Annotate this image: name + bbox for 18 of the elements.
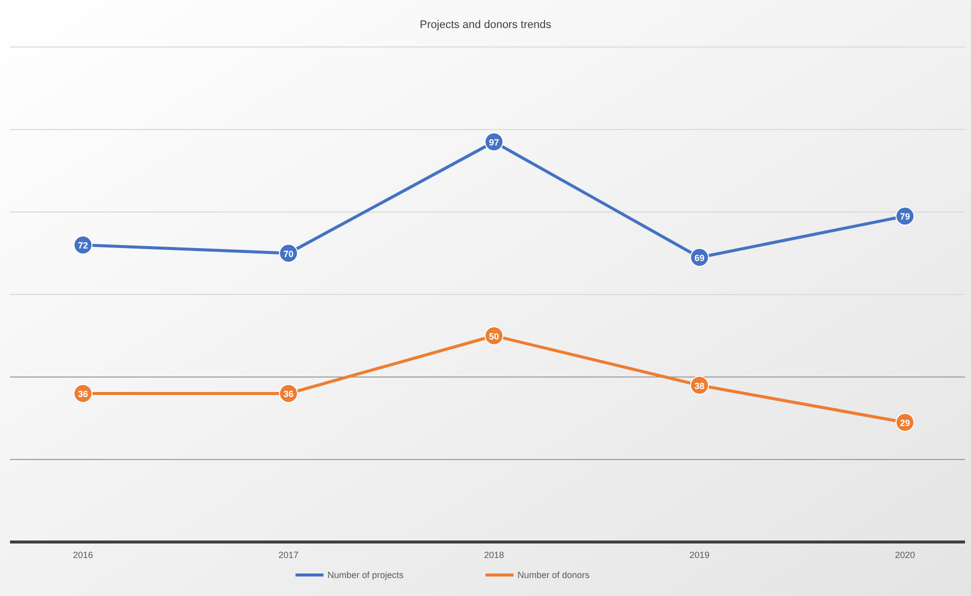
x-tick-label: 2016 — [72, 550, 94, 560]
data-label: 38 — [694, 380, 705, 391]
legend-label: Number of donors — [518, 570, 590, 580]
data-label: 50 — [488, 331, 500, 342]
x-tick-label: 2018 — [484, 550, 504, 560]
data-label: 29 — [900, 418, 910, 428]
x-tick-label: 2017 — [278, 550, 299, 560]
chart-title: Projects and donors trends — [420, 19, 552, 31]
data-label: 97 — [488, 137, 500, 148]
x-tick-label: 2019 — [689, 550, 710, 560]
data-label: 70 — [283, 248, 294, 259]
data-label: 36 — [78, 389, 88, 399]
x-tick-label: 2020 — [894, 550, 916, 560]
data-label: 79 — [900, 212, 910, 222]
data-label: 69 — [694, 252, 705, 263]
data-label: 72 — [78, 240, 88, 250]
data-label: 36 — [283, 389, 294, 399]
legend-label: Number of projects — [328, 570, 404, 580]
